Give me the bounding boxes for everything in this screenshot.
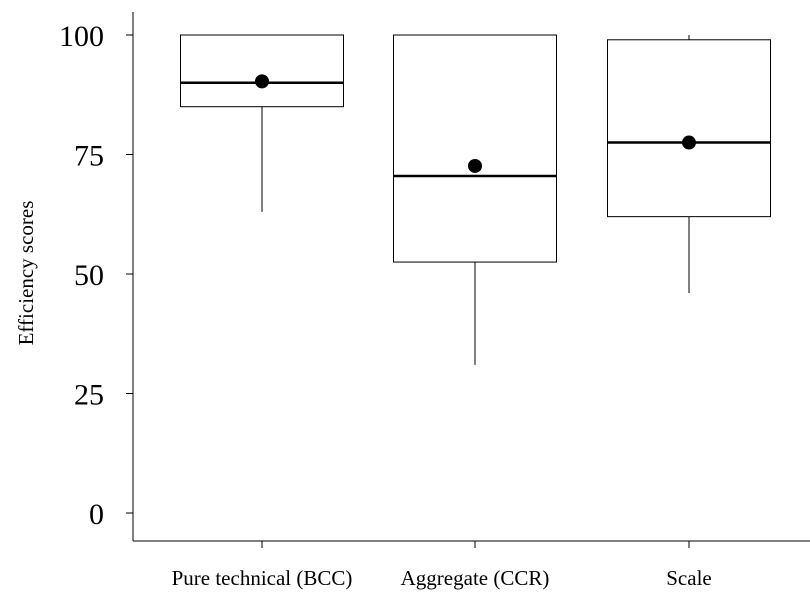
- boxes: [180, 34, 771, 365]
- box-1: [180, 34, 344, 212]
- y-tick-label: 25: [74, 379, 104, 412]
- x-tick-label: Scale: [666, 566, 711, 590]
- y-tick-label: 50: [74, 259, 104, 292]
- x-tick-label: Pure technical (BCC): [172, 566, 353, 590]
- box-3: [607, 35, 771, 294]
- iqr-box: [393, 34, 557, 263]
- mean-marker: [468, 158, 482, 173]
- y-tick-label: 75: [74, 140, 104, 173]
- y-tick-label: 0: [89, 498, 104, 531]
- y-tick-label: 100: [59, 20, 104, 53]
- mean-marker: [255, 74, 269, 89]
- x-axis-ticks: Pure technical (BCC) Aggregate (CCR) Scale: [172, 541, 712, 590]
- iqr-box: [180, 34, 344, 108]
- y-axis-title: Efficiency scores: [14, 201, 38, 346]
- mean-marker: [682, 135, 696, 150]
- x-tick-label: Aggregate (CCR): [401, 566, 550, 590]
- box-2: [393, 34, 557, 365]
- iqr-box: [607, 39, 771, 218]
- y-axis-ticks: 0 25 50 75 100: [59, 20, 133, 531]
- axes: [132, 12, 810, 542]
